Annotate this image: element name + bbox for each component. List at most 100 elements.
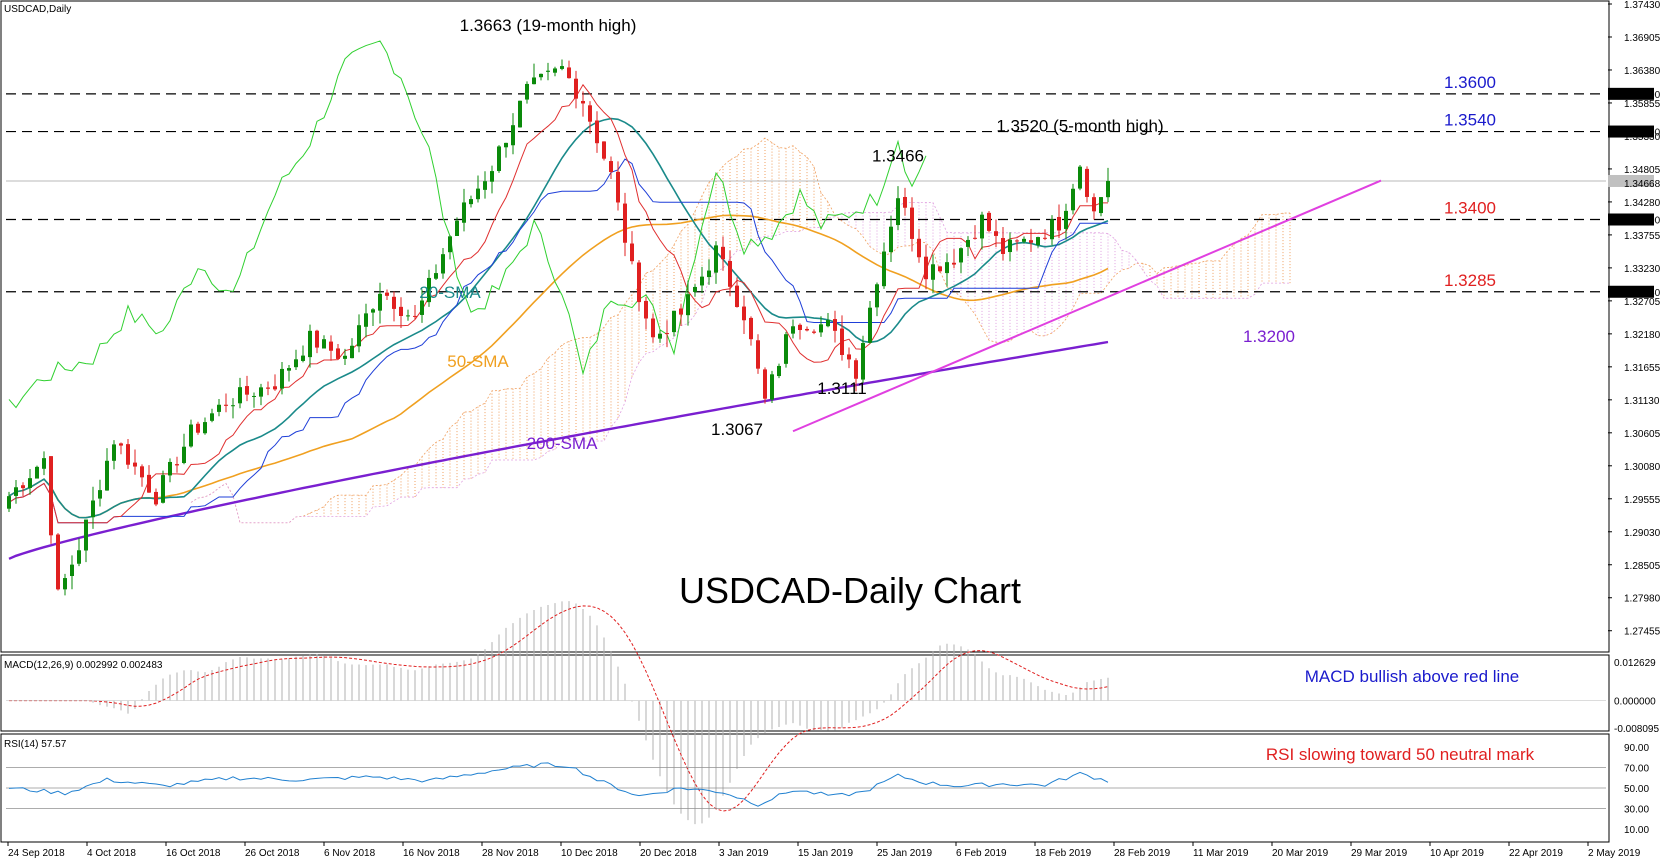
candle-body — [532, 77, 536, 85]
candle-body — [259, 387, 263, 397]
candle-body — [35, 466, 39, 479]
rsi-panel-frame — [0, 733, 1610, 843]
candle-body — [735, 285, 739, 308]
rsi-tick-label: 50.00 — [1624, 784, 1649, 795]
candle-body — [1099, 197, 1103, 214]
candle-body — [742, 306, 746, 321]
candle-body — [1022, 238, 1026, 242]
candle-body — [812, 331, 816, 333]
candle-body — [490, 171, 494, 182]
date-tick-label: 4 Oct 2018 — [87, 848, 136, 859]
candle-body — [798, 324, 802, 331]
candle-body — [994, 231, 998, 236]
candle-body — [336, 348, 340, 359]
candle-body — [357, 325, 361, 347]
price-tick-label: 1.36380 — [1624, 66, 1661, 77]
sma20-line — [8, 117, 1109, 519]
horizontal-levels: 1.3600 1.36000 1.3540 1.35400 1.3400 1.34000 1… — [6, 73, 1661, 299]
candle-body — [287, 368, 291, 371]
candle-body — [427, 277, 431, 303]
price-tick-label: 1.31130 — [1624, 396, 1660, 407]
price-tick-label: 1.30080 — [1624, 462, 1661, 473]
date-tick-label: 15 Jan 2019 — [798, 848, 853, 859]
candle-body — [224, 404, 228, 406]
candle-body — [756, 340, 760, 369]
price-tick-label: 1.31655 — [1624, 363, 1661, 374]
date-tick-label: 18 Feb 2019 — [1035, 848, 1092, 859]
candle-body — [1092, 197, 1096, 212]
macd-annotation: MACD bullish above red line — [1305, 667, 1520, 686]
candle-body — [616, 171, 620, 203]
candle-body — [1036, 237, 1040, 245]
level-axis-box — [1608, 87, 1654, 100]
main-panel-frame — [0, 0, 1610, 653]
kijun-line — [8, 158, 1108, 524]
price-tick-label: 1.37430 — [1624, 0, 1661, 11]
macd-tick-label: -0.008095 — [1614, 724, 1659, 735]
date-tick-label: 6 Feb 2019 — [956, 848, 1007, 859]
candle-body — [826, 320, 830, 327]
candle-body — [154, 491, 158, 505]
candle-body — [413, 315, 417, 317]
candle-body — [42, 458, 46, 469]
candle-body — [49, 456, 53, 536]
candle-body — [1057, 216, 1061, 231]
candle-body — [931, 264, 935, 280]
date-tick-label: 24 Sep 2018 — [8, 848, 65, 859]
candle-body — [588, 105, 592, 122]
price-axis: 1.37430 1.36905 1.36380 1.35855 1.35330 1.348… — [1608, 0, 1661, 638]
candle-body — [875, 284, 879, 308]
candle-body — [406, 315, 410, 317]
senkou-span-a — [190, 137, 1290, 524]
candle-body — [560, 66, 564, 69]
candle-body — [126, 444, 130, 465]
candle-body — [553, 68, 557, 73]
level-label: 1.3600 — [1444, 73, 1496, 92]
candle-body — [161, 475, 165, 503]
candle-body — [721, 246, 725, 260]
candle-body — [210, 413, 214, 421]
candle-body — [1050, 219, 1054, 240]
candle-body — [623, 203, 627, 243]
price-tick-label: 1.34280 — [1624, 198, 1661, 209]
candle-body — [861, 343, 865, 380]
candle-body — [609, 161, 613, 173]
candle-body — [91, 500, 95, 518]
price-tick-label: 1.29030 — [1624, 528, 1661, 539]
candle-body — [924, 256, 928, 280]
candle-body — [980, 214, 984, 239]
rsi-tick-label: 10.00 — [1624, 825, 1649, 836]
candle-body — [791, 326, 795, 334]
price-tick-label: 1.33230 — [1624, 264, 1661, 275]
price-tick-label: 1.32180 — [1624, 330, 1661, 341]
sma200-line — [8, 340, 1109, 560]
price-tick-label: 1.27980 — [1624, 594, 1661, 605]
candle-body — [917, 238, 921, 258]
candle-body — [196, 423, 200, 433]
candle-body — [84, 519, 88, 551]
candle-body — [189, 424, 193, 447]
candle-body — [147, 474, 151, 493]
rsi-tick-label: 70.00 — [1624, 764, 1649, 775]
level-axis-label: 1.32850 — [1624, 288, 1661, 299]
candle-body — [133, 462, 137, 467]
candle-body — [448, 236, 452, 253]
ma-label: 20-SMA — [419, 283, 481, 302]
candle-body — [574, 78, 578, 99]
candle-body — [315, 330, 319, 348]
candle-body — [910, 207, 914, 239]
candle-body — [350, 345, 354, 359]
macd-label: MACD(12,26,9) 0.002992 0.002483 — [4, 660, 163, 671]
annotation-label: 1.3111 — [817, 379, 866, 398]
candle-body — [686, 294, 690, 316]
candle-body — [175, 464, 179, 466]
candle-body — [385, 292, 389, 296]
candle-body — [56, 534, 60, 590]
candle-body — [966, 239, 970, 247]
candle-body — [511, 125, 515, 146]
candle-body — [294, 359, 298, 368]
candle-body — [266, 387, 270, 389]
candle-body — [637, 262, 641, 303]
date-tick-label: 20 Mar 2019 — [1272, 848, 1329, 859]
candle-body — [518, 100, 522, 128]
